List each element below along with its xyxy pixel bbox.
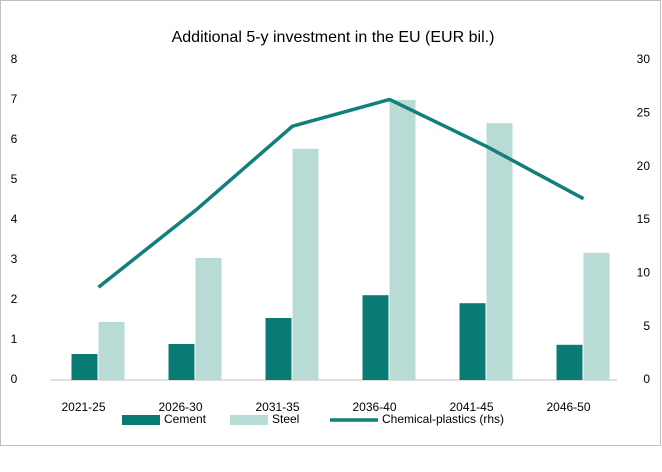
y2-tick-label: 30 bbox=[637, 52, 651, 66]
y2-tick-label: 10 bbox=[637, 266, 651, 280]
bar bbox=[168, 344, 195, 380]
line-series bbox=[97, 97, 585, 289]
bar bbox=[265, 318, 292, 380]
y-tick-label: 5 bbox=[11, 172, 18, 186]
bar bbox=[98, 322, 125, 380]
bar bbox=[292, 148, 319, 380]
x-tick-label: 2046-50 bbox=[546, 400, 590, 414]
bar bbox=[459, 303, 486, 380]
legend-label: Cement bbox=[164, 412, 207, 426]
y2-tick-label: 20 bbox=[637, 159, 651, 173]
y-tick-label: 7 bbox=[11, 92, 18, 106]
legend-swatch bbox=[230, 415, 268, 425]
y2-tick-label: 0 bbox=[643, 372, 650, 386]
y2-tick-label: 25 bbox=[637, 106, 651, 120]
y-tick-label: 1 bbox=[11, 332, 18, 346]
legend-label: Chemical-plastics (rhs) bbox=[382, 412, 504, 426]
y-tick-label: 2 bbox=[11, 292, 18, 306]
x-tick-label: 2031-35 bbox=[255, 400, 299, 414]
y-tick-label: 4 bbox=[11, 212, 18, 226]
y2-tick-label: 15 bbox=[637, 212, 651, 226]
legend-swatch bbox=[122, 415, 160, 425]
y-tick-label: 0 bbox=[11, 372, 18, 386]
bar bbox=[556, 344, 583, 380]
y-tick-label: 6 bbox=[11, 132, 18, 146]
bar bbox=[583, 252, 610, 380]
bar bbox=[71, 354, 98, 380]
bar bbox=[389, 100, 416, 380]
x-tick-label: 2041-45 bbox=[449, 400, 493, 414]
y2-tick-label: 5 bbox=[643, 319, 650, 333]
x-tick-label: 2036-40 bbox=[352, 400, 396, 414]
chart-title: Additional 5-y investment in the EU (EUR… bbox=[172, 29, 495, 46]
x-tick-label: 2021-25 bbox=[61, 400, 105, 414]
bar bbox=[195, 258, 222, 380]
legend-label: Steel bbox=[272, 412, 299, 426]
x-tick-label: 2026-30 bbox=[158, 400, 202, 414]
bar bbox=[362, 295, 389, 380]
bar bbox=[486, 123, 513, 380]
y-tick-label: 3 bbox=[11, 252, 18, 266]
y-tick-label: 8 bbox=[11, 52, 18, 66]
